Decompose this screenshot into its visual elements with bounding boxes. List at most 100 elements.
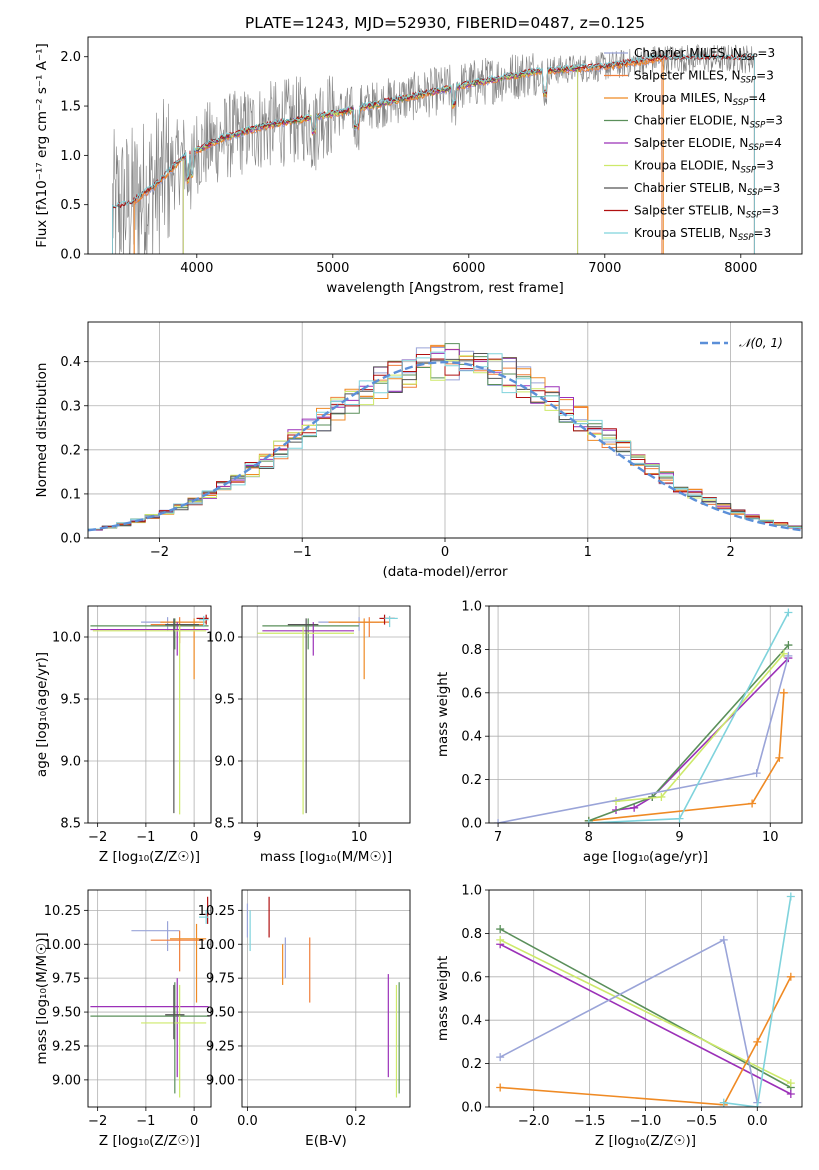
y-tick-label: 10.0 xyxy=(52,631,81,646)
plot-area xyxy=(90,896,209,1098)
y-tick-label: 9.00 xyxy=(52,1073,81,1088)
legend-series-name: Kroupa MILES xyxy=(634,91,716,105)
model-spectrum xyxy=(133,57,663,254)
legend-series-name: Chabrier ELODIE xyxy=(634,114,733,128)
model-spectrum xyxy=(112,53,755,254)
axes-frame xyxy=(241,889,411,1108)
weight-marker xyxy=(786,1089,795,1098)
x-axis-label: wavelength [Angstrom, rest frame] xyxy=(326,280,564,296)
y-tick-label: 10.00 xyxy=(44,938,81,953)
y-tick-label: 0.0 xyxy=(461,817,482,832)
panel-8: −2.0 −1.5 −1.0 −0.5 0.0 0.0 0.2 0.4 0.6 0.8 1.0 Z [… xyxy=(435,884,803,1149)
y-tick-label: 0.4 xyxy=(461,730,482,745)
axes-frame xyxy=(241,605,411,824)
panel-5: 7 8 9 10 0.0 0.2 0.4 0.6 0.8 1.0 age [log₁₀(age/yr… xyxy=(435,600,803,865)
weight-line xyxy=(500,976,792,1106)
x-tick-label: −1 xyxy=(136,830,155,845)
x-tick-label: 7000 xyxy=(588,261,621,276)
y-tick-label: 0.1 xyxy=(60,487,81,502)
x-tick-label: 0.0 xyxy=(237,1114,258,1129)
grid xyxy=(88,606,211,824)
weight-marker xyxy=(496,1053,505,1062)
legend-nssp: 3 xyxy=(766,159,774,173)
weight-marker xyxy=(784,641,793,650)
y-tick-label: 9.0 xyxy=(214,755,235,770)
legend-nssp: 4 xyxy=(774,136,782,150)
y-tick-label: 2.0 xyxy=(60,50,81,65)
weight-line xyxy=(588,692,785,822)
plot-area xyxy=(494,608,793,823)
legend-entry: Kroupa ELODIE, NSSP=3 xyxy=(634,159,774,176)
x-tick-label: 0.0 xyxy=(747,1114,768,1129)
plot-area xyxy=(496,892,795,1107)
legend-entry: Chabrier MILES, NSSP=3 xyxy=(634,46,775,63)
x-axis-label: (data-model)/error xyxy=(382,564,508,580)
axes-frame xyxy=(87,36,803,255)
legend-entry: Salpeter MILES, NSSP=3 xyxy=(634,69,774,86)
x-tick-label: −1.5 xyxy=(574,1114,606,1129)
legend-entry: Chabrier ELODIE, NSSP=3 xyxy=(634,114,783,131)
y-tick-label: 9.5 xyxy=(214,693,235,708)
weight-marker xyxy=(779,649,788,658)
x-tick-label: 0 xyxy=(190,1114,198,1129)
y-tick-label: 0.2 xyxy=(60,443,81,458)
y-tick-label: 9.75 xyxy=(206,972,235,987)
y-tick-label: 1.0 xyxy=(461,600,482,615)
weight-marker xyxy=(630,803,639,812)
x-tick-label: 8 xyxy=(585,830,593,845)
y-tick-label: 9.50 xyxy=(206,1006,235,1021)
y-axis-label: mass [log₁₀(M/M☉)] xyxy=(34,932,50,1064)
y-tick-label: 0.0 xyxy=(60,532,81,547)
legend-series-name: Salpeter ELODIE xyxy=(634,136,732,150)
axes-frame xyxy=(87,321,803,539)
y-tick-label: 9.5 xyxy=(60,693,81,708)
axes-frame xyxy=(87,889,212,1108)
y-tick-label: 10.25 xyxy=(198,904,235,919)
weight-marker xyxy=(719,935,728,944)
weight-marker xyxy=(786,892,795,901)
x-tick-label: 2 xyxy=(726,545,734,560)
y-tick-label: 0.6 xyxy=(461,970,482,985)
y-tick-label: 1.0 xyxy=(60,149,81,164)
x-tick-label: 4000 xyxy=(180,261,213,276)
weight-line xyxy=(499,939,792,1084)
x-tick-label: −2 xyxy=(88,1114,107,1129)
x-axis-label: E(B-V) xyxy=(305,1133,347,1149)
x-axis-label: Z [log₁₀(Z/Z☉)] xyxy=(99,1133,200,1149)
y-tick-label: 10.00 xyxy=(198,938,235,953)
legend-nssp: 3 xyxy=(767,46,775,60)
x-tick-label: −1 xyxy=(136,1114,155,1129)
x-tick-label: 0.2 xyxy=(345,1114,366,1129)
weight-marker xyxy=(496,925,505,934)
x-tick-label: 10 xyxy=(762,830,779,845)
grid xyxy=(88,890,211,1107)
x-tick-label: 5000 xyxy=(316,261,349,276)
y-tick-label: 9.00 xyxy=(206,1073,235,1088)
x-axis-label: age [log₁₀(age/yr)] xyxy=(583,849,708,865)
x-tick-label: −2 xyxy=(88,830,107,845)
x-axis-label: Z [log₁₀(Z/Z☉)] xyxy=(595,1133,696,1149)
x-tick-label: 1 xyxy=(584,545,592,560)
legend: Chabrier MILES, NSSP=3 Salpeter MILES, NS… xyxy=(604,46,783,243)
panel-2: −2 −1 0 1 2 0.0 0.1 0.2 0.3 0.4 (data-model)/error… xyxy=(34,321,803,580)
model-spectrum xyxy=(133,57,663,254)
grid xyxy=(242,606,410,824)
weight-marker xyxy=(584,819,593,823)
legend-nssp: 3 xyxy=(766,69,774,83)
legend-nssp: 3 xyxy=(764,226,772,240)
y-axis-label: mass weight xyxy=(435,956,451,1041)
y-tick-label: 0.2 xyxy=(461,773,482,788)
weight-marker xyxy=(786,1079,795,1088)
panel-3: −2 −1 0 8.5 9.0 9.5 10.0 Z [log₁₀(Z/Z☉)] age [lo… xyxy=(34,605,212,865)
x-tick-label: 9 xyxy=(253,830,261,845)
legend-nssp: 3 xyxy=(771,204,779,218)
y-tick-label: 0.6 xyxy=(461,686,482,701)
legend-entry: Chabrier STELIB, NSSP=3 xyxy=(634,181,780,198)
weight-marker xyxy=(779,688,788,697)
weight-marker xyxy=(748,799,757,808)
x-tick-label: −2 xyxy=(150,545,169,560)
weight-marker xyxy=(496,1083,505,1092)
legend-nssp: 3 xyxy=(773,181,781,195)
panel-4: 9 10 8.5 9.0 9.5 10.0 mass [log₁₀(M/M☉)] xyxy=(206,605,411,865)
y-axis-label: mass weight xyxy=(435,672,451,757)
